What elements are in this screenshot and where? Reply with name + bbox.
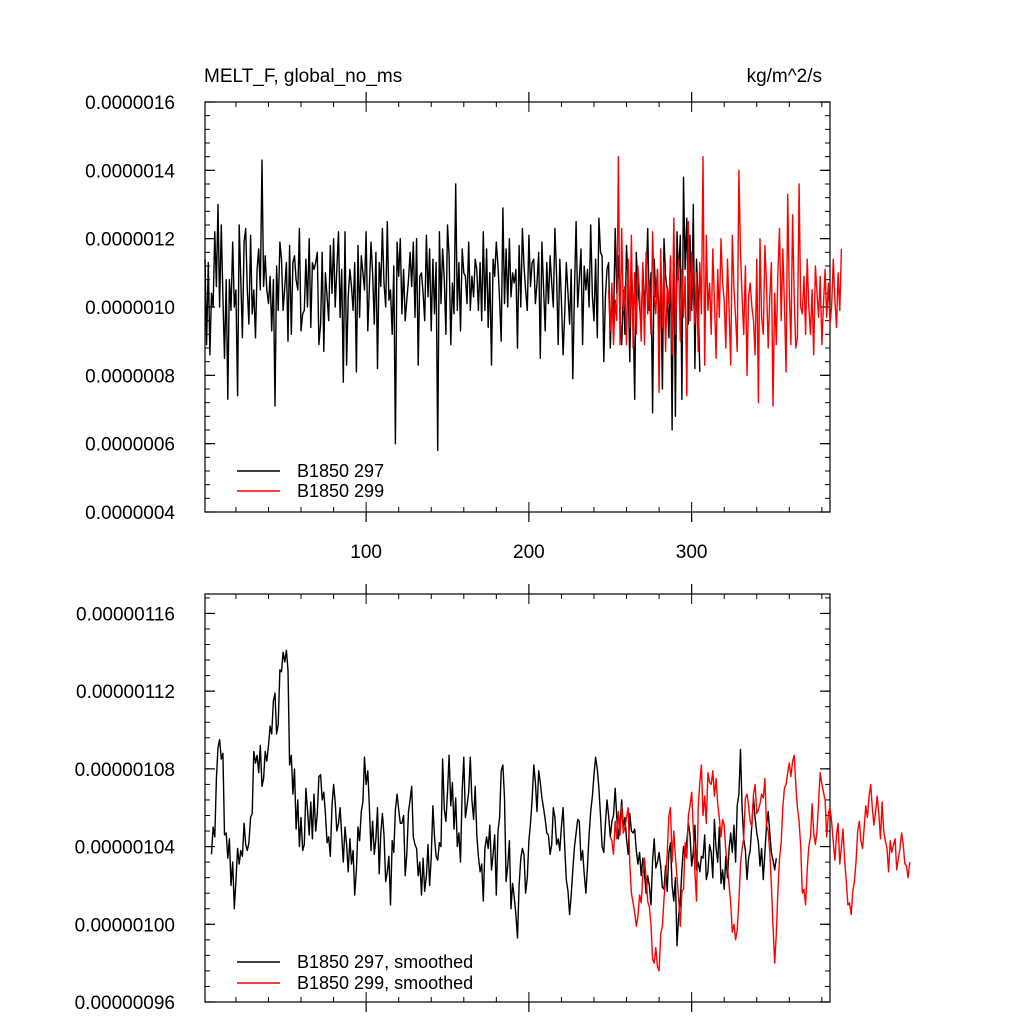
- bottom-chart: 0.00000096 0.00000100 0.00000104 0.00000108…: [75, 584, 911, 1014]
- bottom-chart-legend: B1850 297, smoothed B1850 299, smoothed: [237, 952, 473, 993]
- plot-frame: [204, 593, 831, 1003]
- legend-label-b1850-299-smoothed: B1850 299, smoothed: [297, 973, 473, 993]
- y-tick-label: 0.0000004: [85, 503, 175, 524]
- series-line-b1850-299-smoothed: [609, 754, 911, 972]
- x-tick-label: 100: [350, 542, 382, 563]
- top-chart-units: kg/m^2/s: [747, 66, 822, 87]
- top-chart-title: MELT_F, global_no_ms: [204, 66, 402, 87]
- series-line-b1850-299: [607, 155, 843, 407]
- y-tick-label: 0.00000112: [76, 682, 175, 703]
- y-tick-label: 0.0000016: [85, 93, 175, 114]
- y-tick-label: 0.0000010: [85, 298, 175, 319]
- y-tick-label: 0.00000100: [75, 915, 175, 936]
- top-chart: 0.0000004 0.0000006 0.0000008 0.0000010 0.00…: [85, 92, 843, 563]
- legend-label-b1850-297-smoothed: B1850 297, smoothed: [297, 952, 473, 972]
- y-tick-label: 0.0000008: [85, 366, 175, 387]
- x-tick-label: 300: [676, 542, 708, 563]
- y-tick-label: 0.0000006: [85, 435, 175, 456]
- y-tick-label: 0.00000108: [75, 760, 175, 781]
- x-tick-label: 200: [513, 542, 545, 563]
- y-tick-label: 0.00000096: [75, 993, 175, 1014]
- legend-label-b1850-297: B1850 297: [297, 461, 384, 481]
- series-line-b1850-297-smoothed: [210, 649, 777, 947]
- y-tick-label: 0.00000104: [75, 838, 176, 859]
- y-tick-label: 0.0000014: [85, 161, 175, 182]
- legend-label-b1850-299: B1850 299: [297, 481, 384, 501]
- y-tick-label: 0.00000116: [76, 604, 175, 625]
- top-chart-legend: B1850 297 B1850 299: [237, 461, 384, 501]
- y-tick-label: 0.0000012: [85, 230, 175, 251]
